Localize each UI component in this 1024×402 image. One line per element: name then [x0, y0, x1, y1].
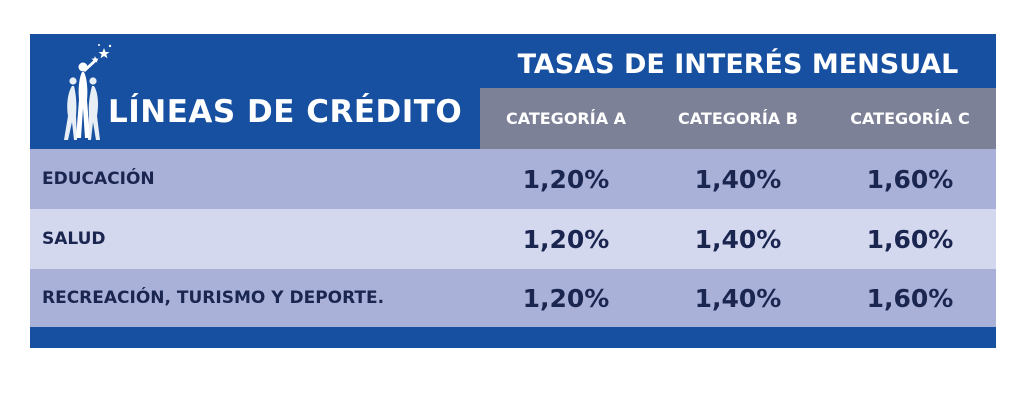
rate-category-c: 1,60%	[866, 224, 954, 254]
category-c-header: CATEGORÍA C	[850, 109, 970, 128]
row-label: RECREACIÓN, TURISMO Y DEPORTE.	[42, 288, 385, 308]
category-b-header: CATEGORÍA B	[678, 109, 798, 128]
monthly-rates-title: TASAS DE INTERÉS MENSUAL	[517, 49, 959, 80]
table-header: LÍNEAS DE CRÉDITO TASAS DE INTERÉS MENSU…	[30, 34, 996, 149]
category-header-bar: CATEGORÍA A CATEGORÍA B CATEGORÍA C	[480, 88, 996, 149]
table-row: EDUCACIÓN 1,20% 1,40% 1,60%	[30, 149, 996, 209]
rate-category-c: 1,60%	[866, 283, 954, 313]
table-footer-bar	[30, 327, 996, 348]
row-label: EDUCACIÓN	[42, 169, 155, 189]
rate-category-a: 1,20%	[522, 164, 610, 194]
credit-lines-title: LÍNEAS DE CRÉDITO	[108, 94, 463, 130]
rate-category-a: 1,20%	[522, 283, 610, 313]
figures-logo-icon	[64, 44, 112, 140]
category-a-header: CATEGORÍA A	[505, 109, 627, 128]
rate-category-b: 1,40%	[694, 224, 782, 254]
table-row: SALUD 1,20% 1,40% 1,60%	[30, 209, 996, 269]
rate-category-c: 1,60%	[866, 164, 954, 194]
table-row: RECREACIÓN, TURISMO Y DEPORTE. 1,20% 1,4…	[30, 269, 996, 327]
rate-category-b: 1,40%	[694, 164, 782, 194]
credit-rates-table: LÍNEAS DE CRÉDITO TASAS DE INTERÉS MENSU…	[30, 34, 996, 348]
row-label: SALUD	[42, 229, 106, 249]
rate-category-a: 1,20%	[522, 224, 610, 254]
rate-category-b: 1,40%	[694, 283, 782, 313]
